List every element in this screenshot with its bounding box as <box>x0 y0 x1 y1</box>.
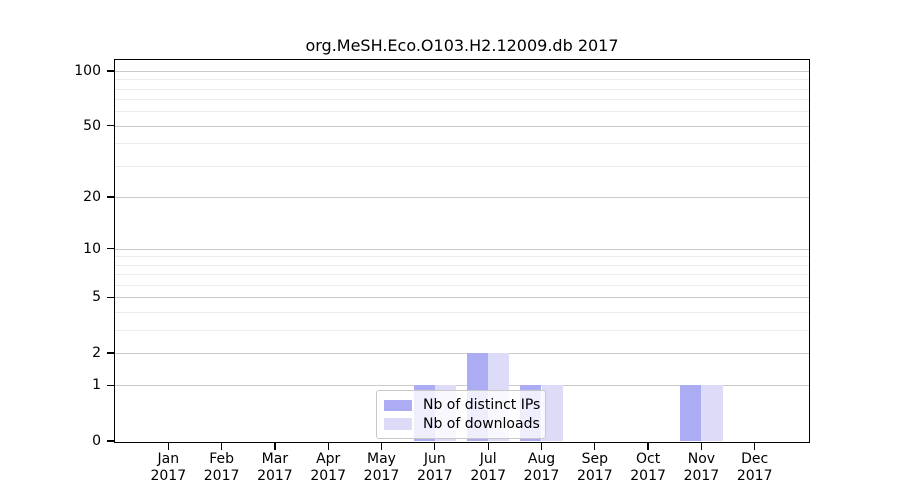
ytick-mark-100 <box>107 70 114 72</box>
ytick-label-50: 50 <box>83 117 101 134</box>
major-gridline-2 <box>115 352 809 354</box>
chart-title: org.MeSH.Eco.O103.H2.12009.db 2017 <box>305 36 619 55</box>
plot-area: 0 1 2 5 10 20 50 100 Jan 2017 Feb 2017 Mar 2017 Apr 201… <box>74 59 810 484</box>
minor-gridline-80 <box>115 88 809 90</box>
ytick-label-2: 2 <box>92 344 101 361</box>
xtick-mark-dec <box>754 442 756 450</box>
bar-downloads-aug <box>541 385 563 441</box>
minor-gridline-7 <box>115 274 809 276</box>
xtick-month-text: Sep <box>581 451 608 467</box>
xtick-label-oct: Oct 2017 <box>613 451 683 485</box>
ytick-mark-20 <box>107 196 114 198</box>
xtick-month-text: Jan <box>157 451 180 467</box>
minor-gridline-60 <box>115 111 809 113</box>
minor-gridline-3 <box>115 329 809 331</box>
ytick-label-20: 20 <box>83 188 101 205</box>
xtick-mark-jun <box>434 442 436 450</box>
xtick-mark-may <box>380 442 383 450</box>
xtick-year-text: 2017 <box>736 468 773 484</box>
xtick-label-jan: Jan 2017 <box>133 451 203 485</box>
xtick-month-text: Mar <box>261 451 289 467</box>
minor-gridline-9 <box>115 256 809 258</box>
xtick-year-text: 2017 <box>203 468 240 484</box>
axis-layer: 0 1 2 5 10 20 50 100 Jan 2017 Feb 2017 Mar 2017 Apr 201… <box>74 60 809 484</box>
xtick-label-aug: Aug 2017 <box>507 451 577 485</box>
legend-swatch-distinct-ips <box>384 399 412 411</box>
major-gridline-5 <box>115 297 809 299</box>
xtick-mark-jan <box>167 442 169 450</box>
ytick-label-5: 5 <box>92 289 101 306</box>
xtick-mark-jul <box>487 442 489 450</box>
xtick-label-may: May 2017 <box>347 451 417 485</box>
xtick-label-nov: Nov 2017 <box>666 451 736 485</box>
xtick-year-text: 2017 <box>257 468 293 484</box>
xtick-month-text: Feb <box>209 451 234 467</box>
xtick-month-text: Nov <box>687 451 716 467</box>
xtick-year-text: 2017 <box>576 468 613 484</box>
legend-label-distinct-ips: Nb of distinct IPs <box>423 397 541 414</box>
xtick-label-jun: Jun 2017 <box>400 451 470 485</box>
xtick-year-text: 2017 <box>683 468 720 484</box>
xtick-month-text: May <box>367 451 396 467</box>
ytick-mark-2 <box>107 352 114 354</box>
xtick-month-text: Apr <box>316 451 341 467</box>
xtick-month-text: Oct <box>635 451 661 467</box>
ytick-mark-5 <box>107 296 114 298</box>
xtick-mark-mar <box>274 442 276 450</box>
xtick-mark-oct <box>647 442 649 450</box>
xtick-month-text: Jun <box>423 451 446 467</box>
xtick-year-text: 2017 <box>523 468 560 484</box>
legend-swatch-downloads <box>384 418 412 430</box>
xtick-mark-aug <box>540 442 543 450</box>
ytick-mark-50 <box>107 125 114 127</box>
xtick-year-text: 2017 <box>416 468 453 484</box>
legend-label-downloads: Nb of downloads <box>423 415 540 432</box>
xtick-label-sep: Sep 2017 <box>560 451 630 485</box>
major-gridline-50 <box>115 125 809 127</box>
xtick-mark-feb <box>220 442 223 450</box>
ytick-mark-0 <box>107 440 114 442</box>
minor-gridline-6 <box>115 285 809 286</box>
xtick-label-dec: Dec 2017 <box>720 451 790 485</box>
xtick-label-feb: Feb 2017 <box>187 451 257 485</box>
ytick-label-1: 1 <box>92 377 101 394</box>
ytick-label-10: 10 <box>83 240 101 257</box>
ytick-mark-1 <box>107 384 114 387</box>
minor-gridline-4 <box>115 312 809 313</box>
xtick-year-text: 2017 <box>470 468 506 484</box>
xtick-month-text: Aug <box>527 451 556 467</box>
xtick-mark-apr <box>327 442 329 450</box>
xtick-year-text: 2017 <box>630 468 666 484</box>
xtick-label-apr: Apr 2017 <box>293 451 363 485</box>
xtick-label-mar: Mar 2017 <box>240 451 310 485</box>
xtick-label-jul: Jul 2017 <box>453 451 523 485</box>
xtick-year-text: 2017 <box>150 468 187 484</box>
xtick-mark-nov <box>700 442 703 450</box>
xtick-month-text: Dec <box>741 451 769 467</box>
major-gridline-100 <box>115 71 809 72</box>
legend-item-distinct-ips: Nb of distinct IPs <box>384 397 541 414</box>
legend: Nb of distinct IPs Nb of downloads <box>376 390 546 439</box>
major-gridline-20 <box>115 196 809 198</box>
grid-layer <box>115 60 809 442</box>
major-gridline-1 <box>115 385 809 387</box>
xtick-month-text: Jul <box>479 451 497 467</box>
ytick-label-0: 0 <box>92 433 101 449</box>
minor-gridline-40 <box>115 143 809 145</box>
minor-gridline-70 <box>115 99 809 101</box>
ytick-label-100: 100 <box>74 63 101 79</box>
xtick-year-text: 2017 <box>310 468 346 484</box>
major-gridline-10 <box>115 248 809 250</box>
ytick-mark-10 <box>107 248 114 250</box>
bar-downloads-nov <box>701 385 723 441</box>
bar-distinct-ips-nov <box>680 385 702 441</box>
minor-gridline-30 <box>115 165 809 167</box>
xtick-mark-sep <box>594 442 596 450</box>
legend-item-downloads: Nb of downloads <box>384 415 540 432</box>
xtick-year-text: 2017 <box>363 468 400 484</box>
minor-gridline-90 <box>115 79 809 81</box>
minor-gridline-8 <box>115 264 809 266</box>
